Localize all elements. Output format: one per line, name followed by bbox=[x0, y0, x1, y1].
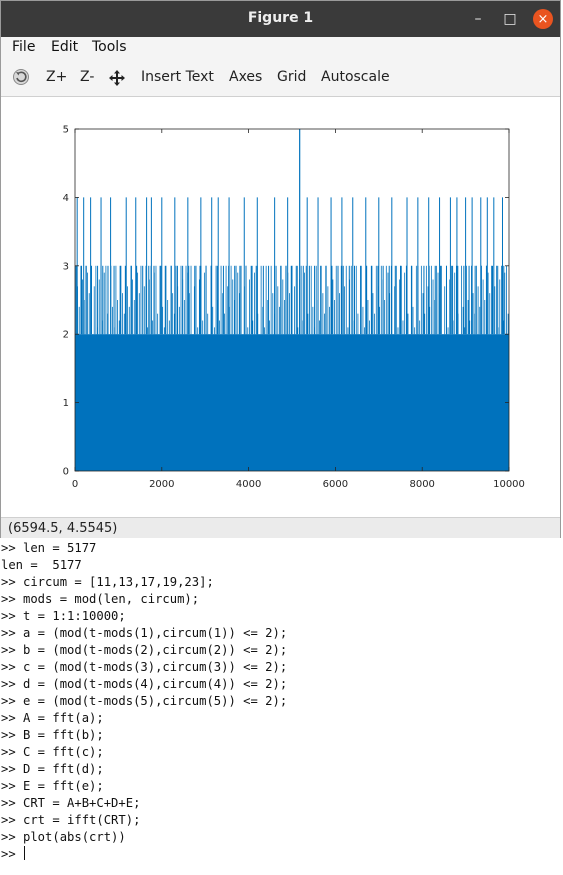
x-tick-label: 10000 bbox=[493, 479, 525, 490]
minimize-icon: – bbox=[474, 11, 482, 27]
y-tick-label: 1 bbox=[63, 398, 69, 409]
grid-button[interactable]: Grid bbox=[277, 69, 307, 85]
terminal-line: >> E = fft(e); bbox=[1, 779, 104, 793]
rotate-icon[interactable] bbox=[12, 68, 30, 86]
close-button[interactable]: × bbox=[530, 1, 556, 37]
terminal-line: >> circum = [11,13,17,19,23]; bbox=[1, 575, 214, 589]
terminal-line: >> d = (mod(t-mods(4),circum(4)) <= 2); bbox=[1, 677, 288, 691]
y-tick-label: 5 bbox=[63, 125, 69, 136]
plot-canvas[interactable]: 0 2000 4000 6000 8000 10000 0 1 2 3 4 5 bbox=[1, 97, 560, 517]
menu-tools[interactable]: Tools bbox=[92, 39, 127, 55]
chart-svg: 0 2000 4000 6000 8000 10000 0 1 2 3 4 5 bbox=[63, 125, 525, 491]
zoom-out-button[interactable]: Z- bbox=[80, 69, 95, 85]
close-icon: × bbox=[533, 9, 553, 29]
terminal-line: >> e = (mod(t-mods(5),circum(5)) <= 2); bbox=[1, 694, 288, 708]
terminal-line: >> a = (mod(t-mods(1),circum(1)) <= 2); bbox=[1, 626, 288, 640]
minimize-button[interactable]: – bbox=[465, 1, 491, 37]
terminal-line: >> mods = mod(len, circum); bbox=[1, 592, 200, 606]
prompt-line: >> bbox=[1, 846, 26, 861]
x-tick-label: 2000 bbox=[149, 479, 174, 490]
toolbar: Z+ Z- Insert Text Axes Grid Autoscale bbox=[1, 59, 560, 97]
cursor-coordinates: (6594.5, 4.5545) bbox=[8, 521, 118, 536]
signal-body bbox=[75, 334, 509, 471]
terminal-line: >> len = 5177 bbox=[1, 541, 97, 555]
y-tick-label: 4 bbox=[63, 193, 69, 204]
text-cursor bbox=[24, 846, 26, 860]
terminal-line: >> C = fft(c); bbox=[1, 745, 104, 759]
command-window[interactable]: >> len = 5177 len = 5177 >> circum = [11,1… bbox=[0, 539, 563, 875]
autoscale-button[interactable]: Autoscale bbox=[321, 69, 390, 85]
y-tick-label: 0 bbox=[63, 467, 69, 478]
zoom-in-button[interactable]: Z+ bbox=[46, 69, 68, 85]
terminal-line: >> B = fft(b); bbox=[1, 728, 104, 742]
terminal-line: >> D = fft(d); bbox=[1, 762, 104, 776]
status-bar: (6594.5, 4.5545) bbox=[1, 517, 560, 538]
x-tick-label: 4000 bbox=[236, 479, 261, 490]
maximize-icon: □ bbox=[503, 11, 517, 27]
terminal-line: >> A = fft(a); bbox=[1, 711, 104, 725]
window-title: Figure 1 bbox=[247, 10, 314, 26]
maximize-button[interactable]: □ bbox=[497, 1, 523, 37]
menu-bar: File Edit Tools bbox=[1, 37, 560, 59]
terminal-line: >> c = (mod(t-mods(3),circum(3)) <= 2); bbox=[1, 660, 288, 674]
terminal-line: >> b = (mod(t-mods(2),circum(2)) <= 2); bbox=[1, 643, 288, 657]
y-tick-label: 3 bbox=[63, 261, 69, 272]
x-tick-label: 6000 bbox=[323, 479, 348, 490]
terminal-line: len = 5177 bbox=[1, 558, 82, 572]
insert-text-button[interactable]: Insert Text bbox=[141, 69, 214, 85]
y-tick-label: 2 bbox=[63, 330, 69, 341]
x-tick-label: 8000 bbox=[409, 479, 434, 490]
title-bar[interactable]: Figure 1 – □ × bbox=[1, 1, 560, 37]
pan-icon[interactable] bbox=[108, 69, 126, 87]
terminal-line: >> t = 1:1:10000; bbox=[1, 609, 126, 623]
terminal-line: >> plot(abs(crt)) bbox=[1, 830, 126, 844]
axes-button[interactable]: Axes bbox=[229, 69, 263, 85]
axes-box bbox=[74, 128, 510, 472]
menu-edit[interactable]: Edit bbox=[51, 39, 79, 55]
menu-file[interactable]: File bbox=[12, 39, 36, 55]
figure-window: Figure 1 – □ × File Edit Tools Z+ Z- Ins… bbox=[0, 0, 561, 538]
x-tick-label: 0 bbox=[72, 479, 78, 490]
terminal-line: >> CRT = A+B+C+D+E; bbox=[1, 796, 141, 810]
terminal-line: >> crt = ifft(CRT); bbox=[1, 813, 141, 827]
